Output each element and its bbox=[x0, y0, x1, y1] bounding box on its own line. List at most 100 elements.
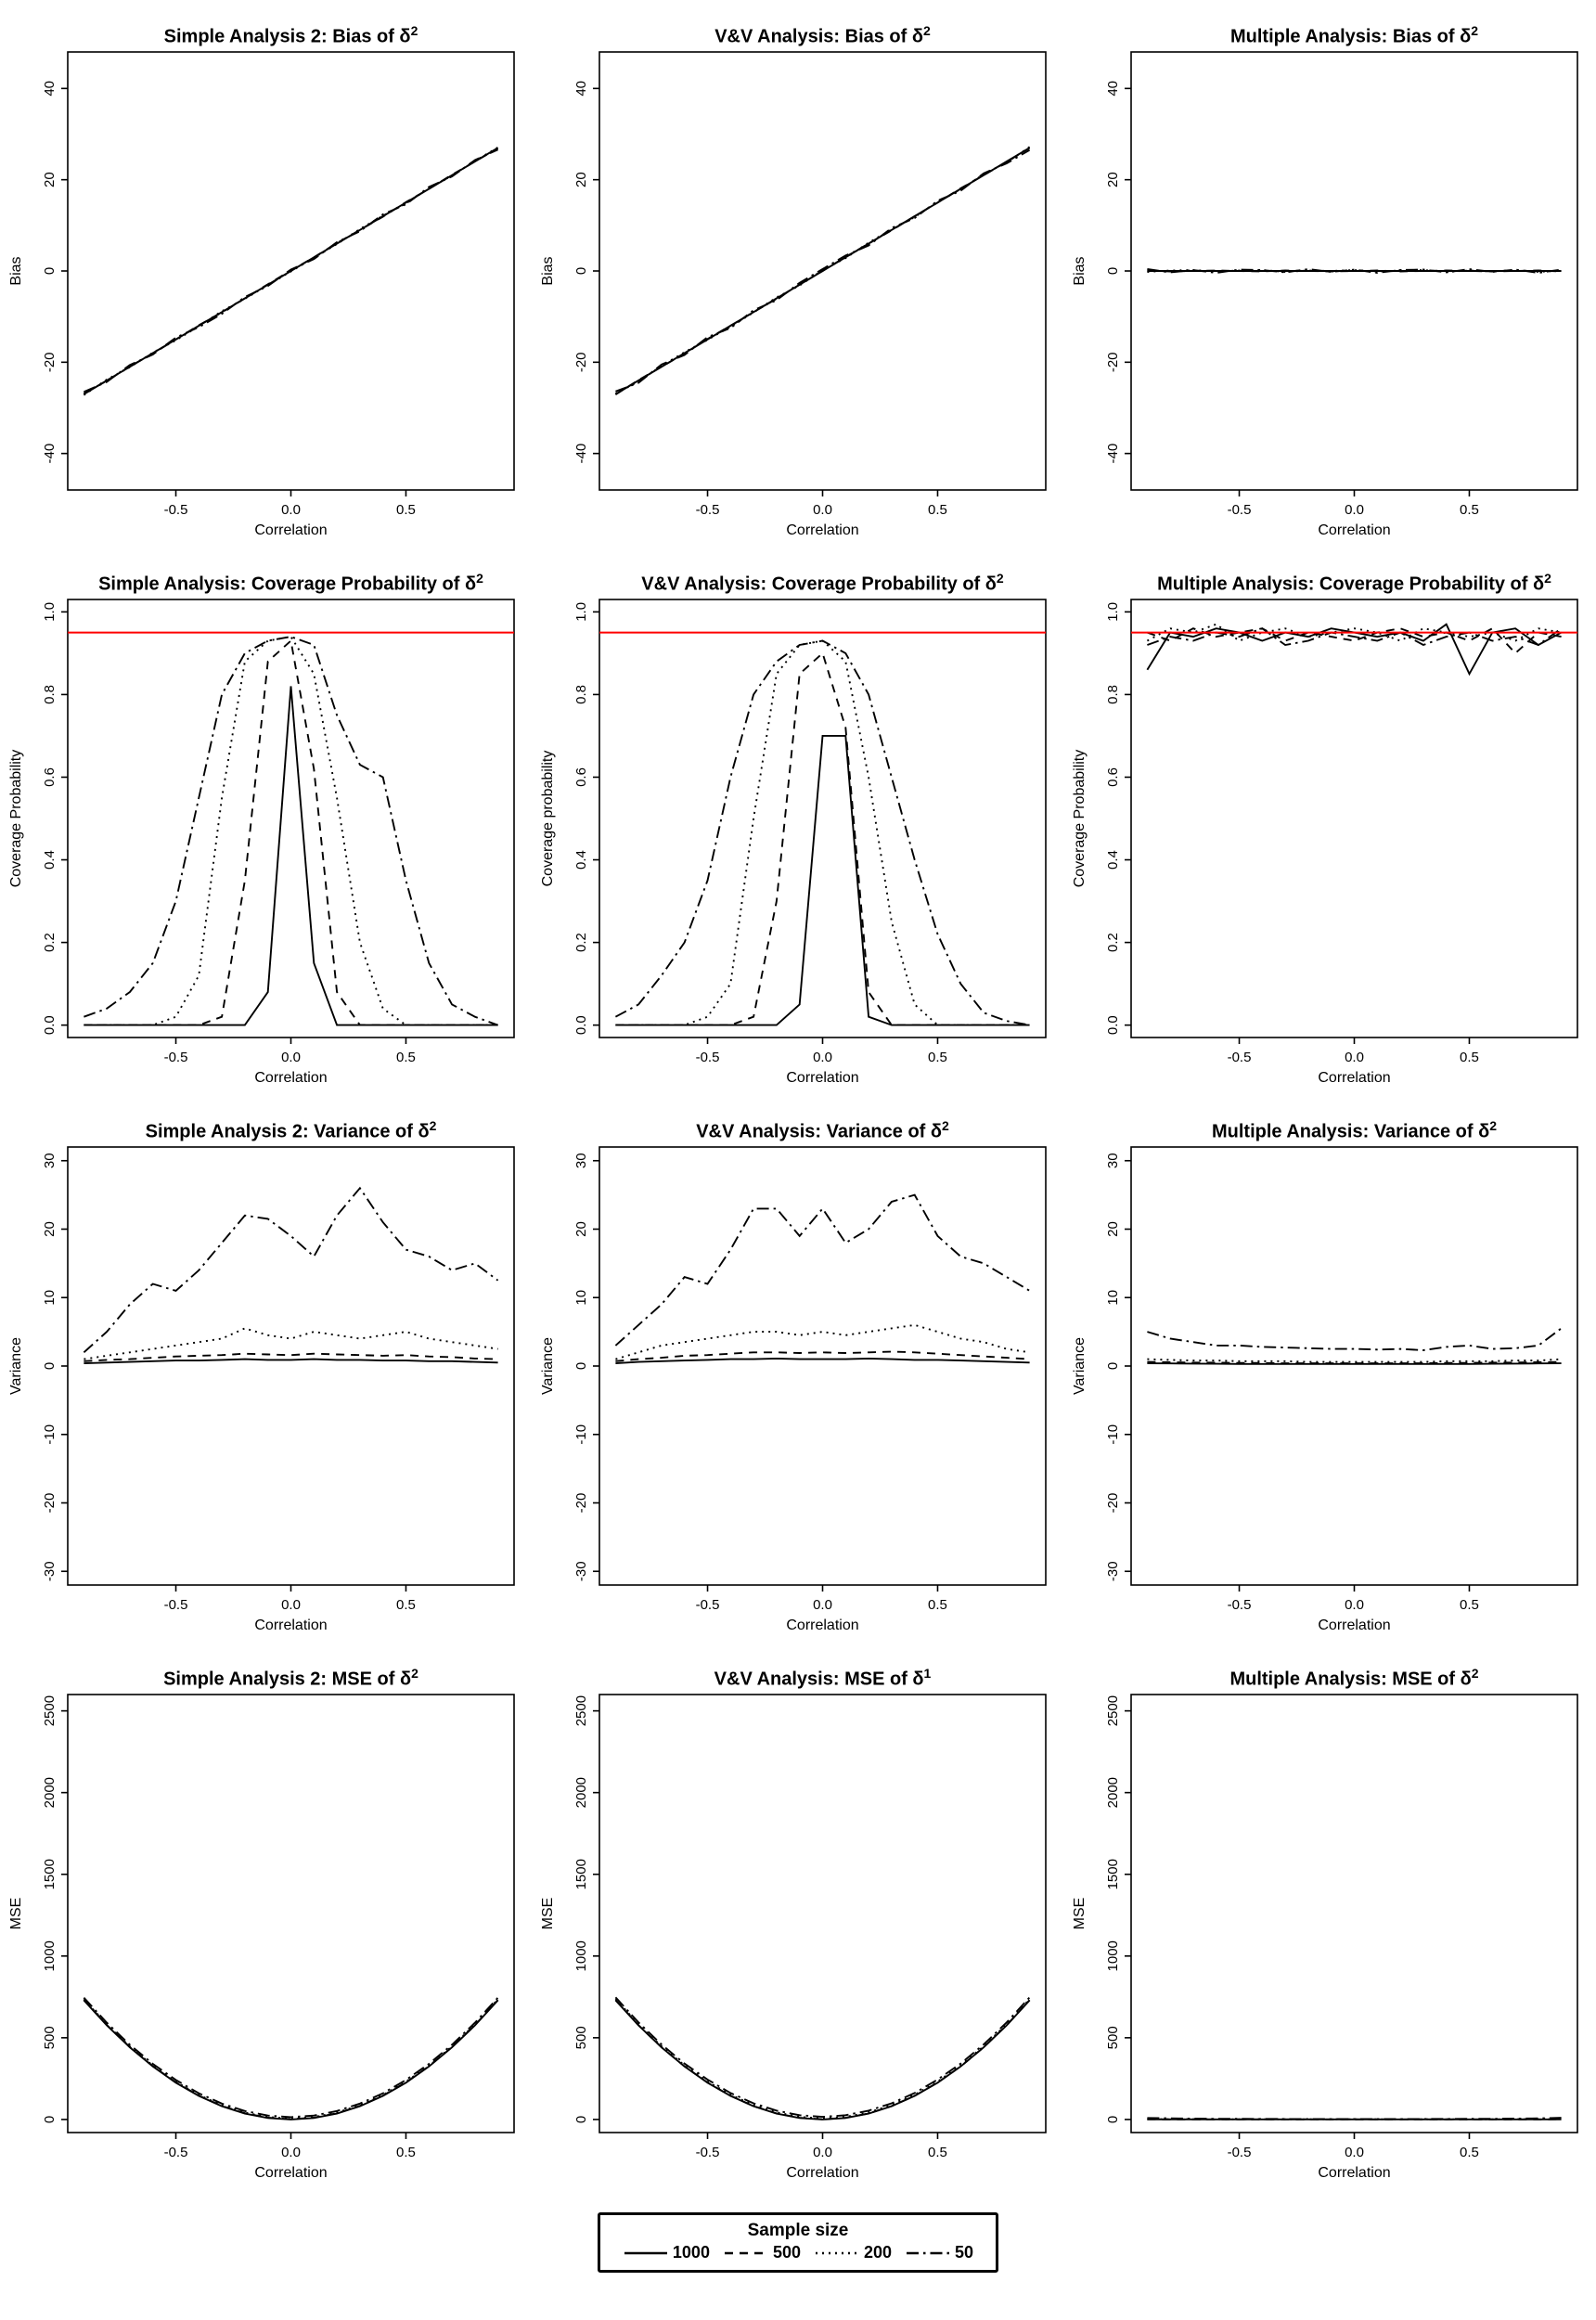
chart-title-text: Simple Analysis: Coverage Probability of… bbox=[98, 574, 477, 595]
svg-text:Variance: Variance bbox=[8, 1337, 24, 1395]
svg-text:MSE: MSE bbox=[1072, 1898, 1088, 1930]
svg-text:0.0: 0.0 bbox=[281, 502, 301, 518]
svg-text:Correlation: Correlation bbox=[786, 2165, 858, 2181]
chart-title: Simple Analysis: Coverage Probability of… bbox=[0, 564, 532, 595]
chart-title: Simple Analysis 2: Variance of δ2 bbox=[0, 1112, 532, 1142]
legend-item-500: 500 bbox=[723, 2243, 801, 2262]
svg-text:0.0: 0.0 bbox=[573, 1015, 589, 1035]
svg-text:-30: -30 bbox=[42, 1561, 58, 1581]
svg-text:0.6: 0.6 bbox=[42, 767, 58, 787]
svg-text:MSE: MSE bbox=[540, 1898, 556, 1930]
svg-text:-0.5: -0.5 bbox=[1227, 2145, 1251, 2160]
svg-text:0.0: 0.0 bbox=[813, 2145, 832, 2160]
svg-text:Correlation: Correlation bbox=[1318, 2165, 1390, 2181]
svg-text:1000: 1000 bbox=[1105, 1940, 1121, 1971]
chart-title: V&V Analysis: MSE of δ1 bbox=[532, 1659, 1063, 1690]
svg-text:0.0: 0.0 bbox=[1345, 2145, 1364, 2160]
svg-text:0.2: 0.2 bbox=[42, 933, 58, 952]
svg-text:Variance: Variance bbox=[1072, 1337, 1088, 1395]
chart-title-sup: 2 bbox=[1489, 1118, 1498, 1133]
svg-text:Correlation: Correlation bbox=[254, 1618, 327, 1633]
chart-title-text: V&V Analysis: MSE of δ bbox=[714, 1669, 924, 1690]
legend-label-200: 200 bbox=[864, 2243, 893, 2262]
legend-item-200: 200 bbox=[814, 2243, 892, 2262]
svg-text:1.0: 1.0 bbox=[42, 602, 58, 622]
svg-text:0: 0 bbox=[42, 2116, 58, 2123]
svg-text:2500: 2500 bbox=[42, 1695, 58, 1726]
panel-variance-vv: V&V Analysis: Variance of δ2 -0.5 0.0 0.5 C… bbox=[532, 1101, 1063, 1641]
svg-text:2500: 2500 bbox=[573, 1695, 589, 1726]
svg-text:MSE: MSE bbox=[8, 1898, 24, 1930]
chart-title-text: Multiple Analysis: Coverage Probability … bbox=[1157, 574, 1545, 595]
chart-canvas-variance-simple2: -0.5 0.0 0.5 Correlation -30 -20 -10 0 10 20 30 Var… bbox=[8, 1146, 515, 1633]
svg-text:0.5: 0.5 bbox=[396, 502, 416, 518]
svg-text:30: 30 bbox=[1105, 1153, 1121, 1168]
legend-item-50: 50 bbox=[905, 2243, 973, 2262]
svg-text:0.5: 0.5 bbox=[928, 2145, 947, 2160]
svg-text:-20: -20 bbox=[42, 1493, 58, 1514]
svg-text:-20: -20 bbox=[573, 352, 589, 372]
svg-text:2000: 2000 bbox=[1105, 1777, 1121, 1808]
svg-text:2000: 2000 bbox=[42, 1777, 58, 1808]
svg-text:-40: -40 bbox=[1105, 444, 1121, 464]
svg-text:0.0: 0.0 bbox=[813, 1597, 832, 1613]
svg-text:0: 0 bbox=[42, 267, 58, 275]
svg-text:0: 0 bbox=[573, 1362, 589, 1370]
svg-text:40: 40 bbox=[42, 81, 58, 97]
svg-text:0.4: 0.4 bbox=[573, 850, 589, 870]
svg-text:20: 20 bbox=[573, 1221, 589, 1237]
svg-text:-10: -10 bbox=[42, 1424, 58, 1445]
legend-label-50: 50 bbox=[955, 2243, 974, 2262]
chart-title-sup: 2 bbox=[411, 1666, 418, 1681]
chart-title: Multiple Analysis: Bias of δ2 bbox=[1063, 17, 1595, 47]
svg-text:0.8: 0.8 bbox=[42, 685, 58, 704]
chart-title: Multiple Analysis: Coverage Probability … bbox=[1063, 564, 1595, 595]
svg-text:-0.5: -0.5 bbox=[695, 2145, 719, 2160]
chart-canvas-variance-vv: -0.5 0.0 0.5 Correlation -30 -20 -10 0 10 20 30 Var… bbox=[540, 1146, 1047, 1633]
svg-text:Bias: Bias bbox=[8, 256, 24, 285]
svg-text:2500: 2500 bbox=[1105, 1695, 1121, 1726]
chart-title-text: V&V Analysis: Variance of δ bbox=[696, 1121, 943, 1142]
svg-text:Variance: Variance bbox=[540, 1337, 556, 1395]
svg-text:0.5: 0.5 bbox=[1460, 1050, 1479, 1065]
svg-text:-30: -30 bbox=[573, 1561, 589, 1581]
chart-title: V&V Analysis: Coverage Probability of δ2 bbox=[532, 564, 1063, 595]
svg-text:0.4: 0.4 bbox=[42, 850, 58, 870]
chart-title: Multiple Analysis: MSE of δ2 bbox=[1063, 1659, 1595, 1690]
svg-text:Correlation: Correlation bbox=[254, 522, 327, 538]
panel-variance-multiple: Multiple Analysis: Variance of δ2 -0.5 0.… bbox=[1063, 1101, 1595, 1641]
svg-text:0.0: 0.0 bbox=[1345, 1050, 1364, 1065]
chart-title: V&V Analysis: Bias of δ2 bbox=[532, 17, 1063, 47]
svg-text:Correlation: Correlation bbox=[1318, 1070, 1390, 1086]
svg-text:0.5: 0.5 bbox=[396, 1597, 416, 1613]
svg-text:10: 10 bbox=[42, 1290, 58, 1306]
svg-text:0.0: 0.0 bbox=[281, 1597, 301, 1613]
svg-text:20: 20 bbox=[573, 172, 589, 187]
svg-text:0.0: 0.0 bbox=[1345, 1597, 1364, 1613]
svg-text:Bias: Bias bbox=[1072, 256, 1088, 285]
svg-text:0.5: 0.5 bbox=[396, 1050, 416, 1065]
svg-text:0: 0 bbox=[42, 1362, 58, 1370]
chart-title-text: Simple Analysis 2: Bias of δ bbox=[163, 26, 411, 47]
svg-text:2000: 2000 bbox=[573, 1777, 589, 1808]
svg-text:1000: 1000 bbox=[42, 1940, 58, 1971]
svg-text:500: 500 bbox=[1105, 2026, 1121, 2049]
svg-text:-0.5: -0.5 bbox=[695, 502, 719, 518]
svg-text:Correlation: Correlation bbox=[786, 1070, 858, 1086]
svg-text:-10: -10 bbox=[573, 1424, 589, 1445]
svg-text:20: 20 bbox=[42, 1221, 58, 1237]
legend-title: Sample size bbox=[747, 2221, 849, 2240]
chart-canvas-mse-vv: -0.5 0.0 0.5 Correlation 0 500 1000 1500 2000 250… bbox=[540, 1694, 1047, 2181]
svg-text:-20: -20 bbox=[573, 1493, 589, 1514]
svg-text:-0.5: -0.5 bbox=[163, 2145, 187, 2160]
svg-text:0.5: 0.5 bbox=[1460, 2145, 1479, 2160]
panel-mse-multiple: Multiple Analysis: MSE of δ2 -0.5 0.0 0.5 C… bbox=[1063, 1648, 1595, 2188]
svg-text:1500: 1500 bbox=[573, 1859, 589, 1889]
svg-text:Correlation: Correlation bbox=[786, 1618, 858, 1633]
svg-text:1.0: 1.0 bbox=[1105, 602, 1121, 622]
svg-text:Correlation: Correlation bbox=[786, 522, 858, 538]
chart-title-text: V&V Analysis: Coverage Probability of δ bbox=[641, 574, 997, 595]
svg-text:500: 500 bbox=[573, 2026, 589, 2049]
legend-label-500: 500 bbox=[772, 2243, 801, 2262]
chart-canvas-mse-simple2: -0.5 0.0 0.5 Correlation 0 500 1000 1500 2000 250… bbox=[8, 1694, 515, 2181]
